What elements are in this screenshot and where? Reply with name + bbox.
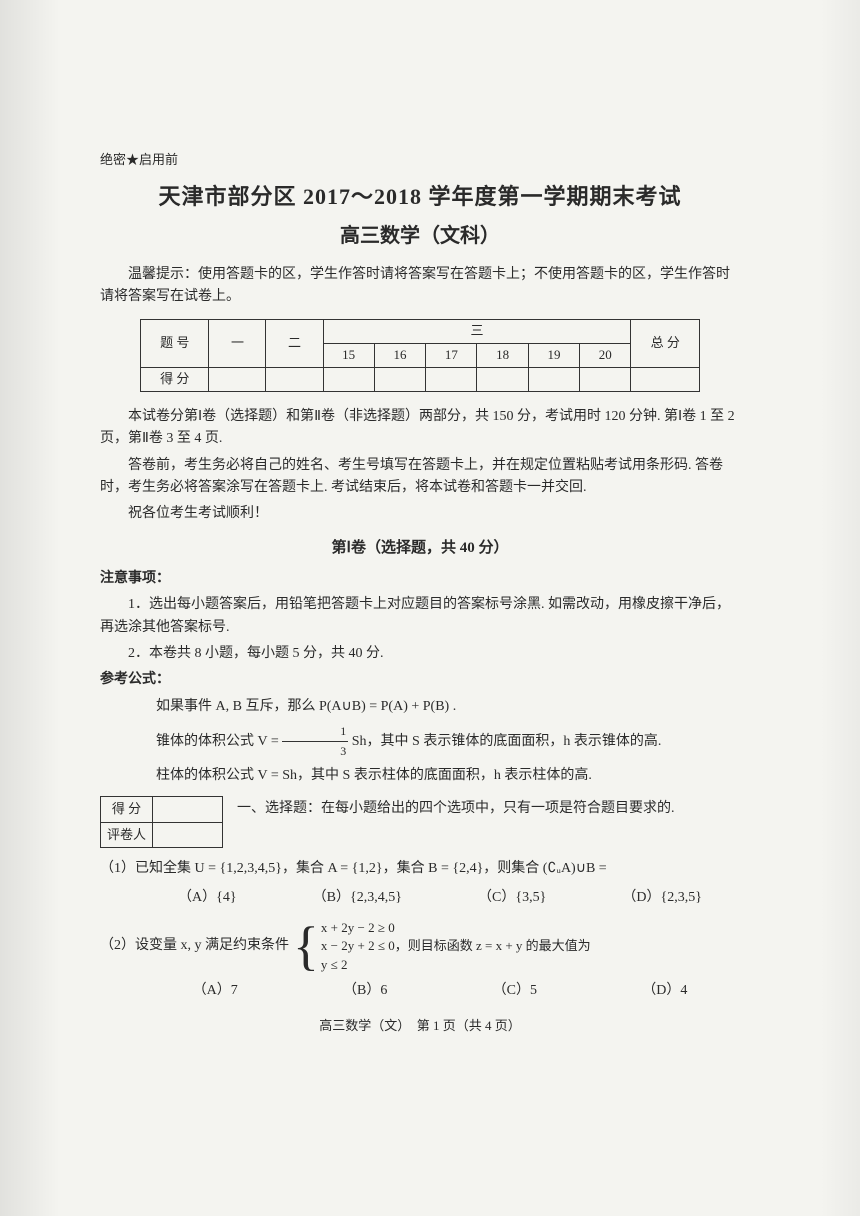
grader-row-1: 得 分 [101, 796, 153, 822]
q1-opt-c: （C）{3,5} [478, 887, 546, 909]
attention-2: 2．本卷共 8 小题，每小题 5 分，共 40 分. [100, 643, 740, 665]
score-cell [209, 367, 266, 391]
exam-page: 绝密★启用前 天津市部分区 2017～2018 学年度第一学期期末考试 高三数学… [100, 150, 740, 1037]
paragraph-2: 答卷前，考生务必将自己的姓名、考生号填写在答题卡上，并在规定位置粘贴考试用条形码… [100, 455, 740, 500]
score-cell [477, 367, 528, 391]
q2-opt-b: （B）6 [343, 980, 387, 1002]
grader-table: 得 分 评卷人 [100, 796, 223, 849]
section-1-title: 第Ⅰ卷（选择题，共 40 分） [100, 536, 740, 560]
col-one: 一 [209, 319, 266, 367]
attention-heading: 注意事项： [100, 568, 740, 590]
sys-line-1: x + 2y − 2 ≥ 0 [321, 919, 591, 937]
formula-3: 柱体的体积公式 V = Sh，其中 S 表示柱体的底面面积，h 表示柱体的高. [100, 765, 740, 787]
subcol-16: 16 [374, 343, 425, 367]
score-cell [374, 367, 425, 391]
fraction-icon: 13 [282, 722, 348, 761]
formula-3-text: 柱体的体积公式 V = Sh，其中 S 表示柱体的底面面积，h 表示柱体的高. [156, 768, 592, 783]
question-1: （1）已知全集 U = {1,2,3,4,5}，集合 A = {1,2}，集合 … [100, 858, 740, 909]
subcol-15: 15 [323, 343, 374, 367]
attention-1: 1．选出每小题答案后，用铅笔把答题卡上对应题目的答案标号涂黑. 如需改动，用橡皮… [100, 594, 740, 639]
scan-shadow-right [820, 0, 860, 1216]
subcol-19: 19 [528, 343, 579, 367]
formula-1-text: 如果事件 A, B 互斥，那么 P(A∪B) = P(A) + P(B) . [156, 699, 456, 714]
exam-subtitle: 高三数学（文科） [100, 220, 740, 252]
q2-opt-a: （A）7 [193, 980, 238, 1002]
q2-opt-c: （C）5 [493, 980, 537, 1002]
q1-opt-b: （B）{2,3,4,5} [313, 887, 402, 909]
score-row-label-2: 得 分 [141, 367, 209, 391]
q1-stem: （1）已知全集 U = {1,2,3,4,5}，集合 A = {1,2}，集合 … [100, 858, 740, 880]
col-two: 二 [266, 319, 323, 367]
score-cell [631, 367, 700, 391]
warm-notice: 温馨提示：使用答题卡的区，学生作答时请将答案写在答题卡上；不使用答题卡的区，学生… [100, 264, 740, 309]
formula-2: 锥体的体积公式 V = 13 Sh，其中 S 表示锥体的底面面积，h 表示锥体的… [100, 722, 740, 761]
q1-options: （A）{4} （B）{2,3,4,5} （C）{3,5} （D）{2,3,5} [140, 887, 740, 909]
q1-opt-d: （D）{2,3,5} [622, 887, 702, 909]
col-total: 总 分 [631, 319, 700, 367]
reference-heading: 参考公式： [100, 669, 740, 691]
grader-section: 得 分 评卷人 一、选择题：在每小题给出的四个选项中，只有一项是符合题目要求的. [100, 796, 740, 849]
grader-row-2: 评卷人 [101, 822, 153, 848]
paragraph-1: 本试卷分第Ⅰ卷（选择题）和第Ⅱ卷（非选择题）两部分，共 150 分，考试用时 1… [100, 406, 740, 451]
score-cell [528, 367, 579, 391]
q1-opt-a: （A）{4} [178, 887, 237, 909]
subcol-18: 18 [477, 343, 528, 367]
score-cell [426, 367, 477, 391]
page-footer: 高三数学（文） 第 1 页（共 4 页） [100, 1016, 740, 1037]
sys-line-2: x − 2y + 2 ≤ 0，则目标函数 z = x + y 的最大值为 [321, 937, 591, 955]
score-row-label-1: 题 号 [141, 319, 209, 367]
question-2: （2）设变量 x, y 满足约束条件 { x + 2y − 2 ≥ 0 x − … [100, 919, 740, 1002]
section-intro: 一、选择题：在每小题给出的四个选项中，只有一项是符合题目要求的. [237, 796, 740, 820]
formula-2-prefix: 锥体的体积公式 V = [156, 734, 282, 749]
col-three-header: 三 [323, 319, 631, 343]
left-brace-icon: { [293, 919, 319, 973]
subcol-17: 17 [426, 343, 477, 367]
constraint-system: { x + 2y − 2 ≥ 0 x − 2y + 2 ≤ 0，则目标函数 z … [293, 919, 591, 974]
score-table: 题 号 一 二 三 总 分 15 16 17 18 19 20 得 分 [140, 319, 700, 392]
sys-line-3: y ≤ 2 [321, 956, 591, 974]
subcol-20: 20 [580, 343, 631, 367]
formula-1: 如果事件 A, B 互斥，那么 P(A∪B) = P(A) + P(B) . [100, 696, 740, 718]
q2-options: （A）7 （B）6 （C）5 （D）4 [140, 980, 740, 1002]
grader-cell [153, 796, 223, 822]
exam-title: 天津市部分区 2017～2018 学年度第一学期期末考试 [100, 179, 740, 214]
grader-cell [153, 822, 223, 848]
score-cell [323, 367, 374, 391]
paragraph-3: 祝各位考生考试顺利！ [100, 503, 740, 525]
q2-opt-d: （D）4 [642, 980, 687, 1002]
scan-shadow-left [0, 0, 60, 1216]
q2-stem-prefix: （2）设变量 x, y 满足约束条件 [100, 935, 289, 957]
score-cell [580, 367, 631, 391]
score-cell [266, 367, 323, 391]
confidential-label: 绝密★启用前 [100, 150, 740, 171]
formula-2-suffix: Sh，其中 S 表示锥体的底面面积，h 表示锥体的高. [348, 734, 661, 749]
